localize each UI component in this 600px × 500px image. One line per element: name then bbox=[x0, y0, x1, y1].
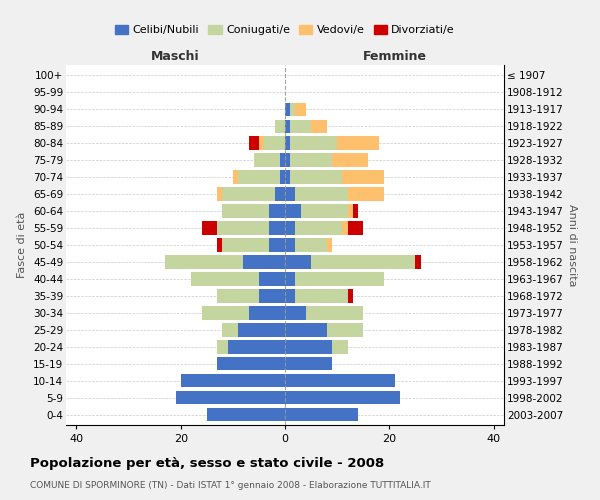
Bar bbox=[327, 324, 363, 336]
Bar bbox=[285, 272, 295, 285]
Bar bbox=[301, 204, 347, 218]
Bar bbox=[311, 256, 415, 268]
Bar bbox=[332, 154, 368, 166]
Bar bbox=[285, 340, 332, 353]
Bar bbox=[306, 306, 363, 320]
Bar bbox=[285, 391, 400, 404]
Bar bbox=[217, 357, 285, 370]
Bar bbox=[285, 290, 295, 302]
Bar bbox=[243, 256, 285, 268]
Bar bbox=[259, 272, 285, 285]
Bar bbox=[223, 238, 269, 252]
Bar bbox=[285, 120, 290, 133]
Bar bbox=[285, 357, 332, 370]
Bar bbox=[269, 238, 285, 252]
Bar bbox=[202, 306, 248, 320]
Bar bbox=[269, 222, 285, 234]
Bar bbox=[285, 136, 290, 149]
Text: Popolazione per età, sesso e stato civile - 2008: Popolazione per età, sesso e stato civil… bbox=[30, 458, 384, 470]
Bar bbox=[223, 324, 238, 336]
Bar bbox=[191, 272, 259, 285]
Bar bbox=[311, 120, 327, 133]
Bar bbox=[259, 136, 264, 149]
Bar bbox=[181, 374, 285, 388]
Bar bbox=[248, 136, 259, 149]
Bar bbox=[290, 170, 343, 183]
Bar bbox=[290, 102, 295, 116]
Bar bbox=[327, 238, 332, 252]
Bar bbox=[227, 340, 285, 353]
Bar bbox=[295, 272, 384, 285]
Bar bbox=[295, 290, 347, 302]
Bar bbox=[202, 222, 217, 234]
Text: Femmine: Femmine bbox=[362, 50, 427, 64]
Bar bbox=[347, 222, 363, 234]
Bar bbox=[290, 136, 337, 149]
Bar bbox=[347, 188, 384, 200]
Bar bbox=[233, 170, 238, 183]
Bar bbox=[285, 154, 290, 166]
Text: COMUNE DI SPORMINORE (TN) - Dati ISTAT 1° gennaio 2008 - Elaborazione TUTTITALIA: COMUNE DI SPORMINORE (TN) - Dati ISTAT 1… bbox=[30, 481, 431, 490]
Bar bbox=[217, 222, 269, 234]
Bar bbox=[280, 154, 285, 166]
Bar bbox=[343, 170, 384, 183]
Bar bbox=[223, 204, 269, 218]
Bar bbox=[165, 256, 243, 268]
Bar bbox=[280, 170, 285, 183]
Bar bbox=[353, 204, 358, 218]
Bar bbox=[238, 170, 280, 183]
Bar bbox=[415, 256, 421, 268]
Bar bbox=[207, 408, 285, 422]
Bar bbox=[223, 188, 275, 200]
Bar bbox=[290, 154, 332, 166]
Bar bbox=[238, 324, 285, 336]
Bar bbox=[248, 306, 285, 320]
Bar bbox=[264, 136, 285, 149]
Bar bbox=[269, 204, 285, 218]
Bar bbox=[295, 102, 306, 116]
Bar bbox=[217, 188, 223, 200]
Bar bbox=[285, 170, 290, 183]
Bar bbox=[217, 290, 259, 302]
Bar bbox=[217, 238, 223, 252]
Bar bbox=[285, 306, 306, 320]
Bar bbox=[347, 290, 353, 302]
Bar bbox=[275, 188, 285, 200]
Text: Maschi: Maschi bbox=[151, 50, 200, 64]
Bar bbox=[285, 324, 327, 336]
Bar bbox=[337, 136, 379, 149]
Bar bbox=[285, 238, 295, 252]
Y-axis label: Fasce di età: Fasce di età bbox=[17, 212, 28, 278]
Bar bbox=[285, 256, 311, 268]
Bar bbox=[285, 408, 358, 422]
Bar bbox=[295, 222, 343, 234]
Bar bbox=[343, 222, 347, 234]
Bar bbox=[285, 374, 395, 388]
Bar bbox=[285, 188, 295, 200]
Bar bbox=[290, 120, 311, 133]
Bar bbox=[285, 222, 295, 234]
Bar bbox=[275, 120, 285, 133]
Bar bbox=[254, 154, 280, 166]
Bar bbox=[217, 340, 227, 353]
Bar bbox=[285, 102, 290, 116]
Bar bbox=[259, 290, 285, 302]
Bar bbox=[295, 188, 347, 200]
Bar bbox=[295, 238, 327, 252]
Bar bbox=[176, 391, 285, 404]
Bar bbox=[332, 340, 347, 353]
Y-axis label: Anni di nascita: Anni di nascita bbox=[568, 204, 577, 286]
Bar bbox=[347, 204, 353, 218]
Legend: Celibi/Nubili, Coniugati/e, Vedovi/e, Divorziati/e: Celibi/Nubili, Coniugati/e, Vedovi/e, Di… bbox=[110, 20, 460, 40]
Bar bbox=[285, 204, 301, 218]
